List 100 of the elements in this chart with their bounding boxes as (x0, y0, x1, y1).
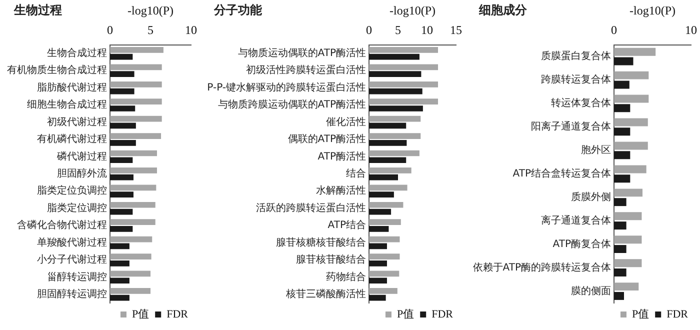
bar (369, 270, 400, 277)
bar (110, 243, 130, 250)
y-tick-label: 转运体复合体 (551, 97, 611, 110)
y-tick-label: 初级活性跨膜转运蛋白活性 (246, 64, 366, 76)
bar (369, 288, 398, 294)
bar (614, 71, 649, 80)
bar (369, 184, 408, 191)
bar (110, 278, 130, 284)
bar (110, 288, 150, 294)
bar (110, 116, 162, 122)
bar (369, 254, 400, 260)
bar (110, 174, 134, 180)
y-tick-label: 磷代谢过程 (56, 150, 107, 162)
bar (369, 174, 398, 180)
bar (614, 212, 642, 220)
bar (110, 54, 133, 60)
y-tick-label: 胆固醇外流 (57, 167, 107, 180)
y-tick-label: 质膜外侧 (571, 190, 611, 203)
bar (614, 57, 634, 66)
bar (369, 140, 407, 146)
bar (110, 140, 136, 146)
y-tick-label: 结合 (346, 167, 366, 180)
y-tick-label: 催化活性 (326, 116, 366, 128)
bar (369, 192, 394, 198)
bar (110, 184, 156, 191)
bar (110, 106, 136, 112)
y-tick-label: P-P-键水解驱动的跨膜转运蛋白活性 (207, 81, 366, 94)
bar (110, 157, 133, 164)
legend-label: P值 (132, 308, 150, 320)
y-tick-label: 脂类定位调控 (47, 202, 107, 214)
y-tick-label: 与物质跨膜运动偶联的ATP酶活性 (218, 98, 366, 111)
y-tick-label: 核苷三磷酸酶活性 (285, 288, 366, 300)
y-tick-label: ATP结合 (328, 219, 366, 232)
y-tick-label: ATP酶活性 (318, 150, 366, 162)
bar (110, 219, 156, 226)
bar (614, 245, 626, 254)
y-tick-label: 依赖于ATP酶的跨膜转运复合体 (472, 261, 611, 274)
x-axis-title: -log10(P) (128, 3, 174, 18)
bar (369, 157, 406, 164)
bar (110, 208, 133, 215)
x-axis-title: -log10(P) (630, 3, 676, 18)
y-tick-label: 腺苷核糖核苷酸结合 (276, 236, 366, 248)
y-tick-label: 有机磷代谢过程 (37, 133, 107, 146)
x-tick-label: 5 (395, 22, 401, 37)
bar (614, 174, 630, 183)
x-tick-label: 0 (366, 22, 372, 37)
y-tick-label: 质膜蛋白复合体 (541, 50, 611, 62)
y-tick-label: ATP酶复合体 (552, 238, 611, 250)
bar (369, 47, 438, 53)
x-axis-title: -log10(P) (390, 3, 436, 18)
x-tick-label: 10 (421, 22, 433, 37)
bar (369, 122, 406, 129)
bar (369, 98, 438, 105)
y-tick-label: 含磷化合物代谢过程 (17, 219, 107, 232)
x-tick-label: 5 (148, 22, 154, 37)
x-tick-label: 0 (107, 22, 113, 37)
bar (369, 88, 422, 94)
y-tick-label: 小分子代谢过程 (37, 254, 107, 266)
y-tick-label: 甾醇转运调控 (47, 270, 107, 283)
bar (369, 219, 401, 226)
text: 细胞成分 (479, 2, 527, 19)
bar (369, 106, 423, 112)
y-tick-label: 水解酶活性 (316, 184, 366, 197)
bar (614, 151, 630, 160)
bar (614, 292, 624, 300)
y-tick-label: 药物结合 (326, 270, 366, 283)
bar (110, 270, 150, 277)
y-tick-label: 离子通道复合体 (541, 214, 611, 226)
bar (614, 48, 656, 56)
bar (614, 80, 630, 89)
bar (614, 94, 649, 103)
y-tick-label: 胞外区 (581, 144, 611, 156)
legend-label: FDR (166, 308, 189, 320)
bar (110, 226, 133, 232)
bar (614, 165, 646, 174)
bar (614, 259, 642, 268)
bar (614, 198, 626, 206)
bar (110, 122, 136, 129)
legend-label: P值 (396, 308, 414, 320)
bar (110, 88, 134, 94)
y-tick-label: 脂类定位负调控 (37, 184, 107, 197)
bar (369, 64, 438, 70)
bar (614, 188, 642, 197)
bar (110, 98, 162, 105)
bar (614, 222, 626, 230)
y-tick-label: 阳离子通道复合体 (531, 120, 611, 133)
bar (369, 54, 420, 60)
bar (110, 236, 152, 242)
bar (614, 282, 639, 291)
bar (369, 294, 386, 301)
y-tick-label: 胆固醇转运调控 (37, 288, 107, 300)
legend-label: FDR (432, 308, 454, 320)
x-tick-label: 0 (611, 22, 617, 37)
y-tick-label: 脂肪酸代谢过程 (37, 81, 107, 94)
y-tick-label: 膜的侧面 (571, 284, 611, 297)
x-tick-label: 10 (185, 22, 197, 37)
bar (369, 236, 400, 242)
y-tick-label: 生物合成过程 (47, 47, 107, 59)
x-tick-label: 15 (450, 22, 462, 37)
bar (369, 226, 389, 232)
